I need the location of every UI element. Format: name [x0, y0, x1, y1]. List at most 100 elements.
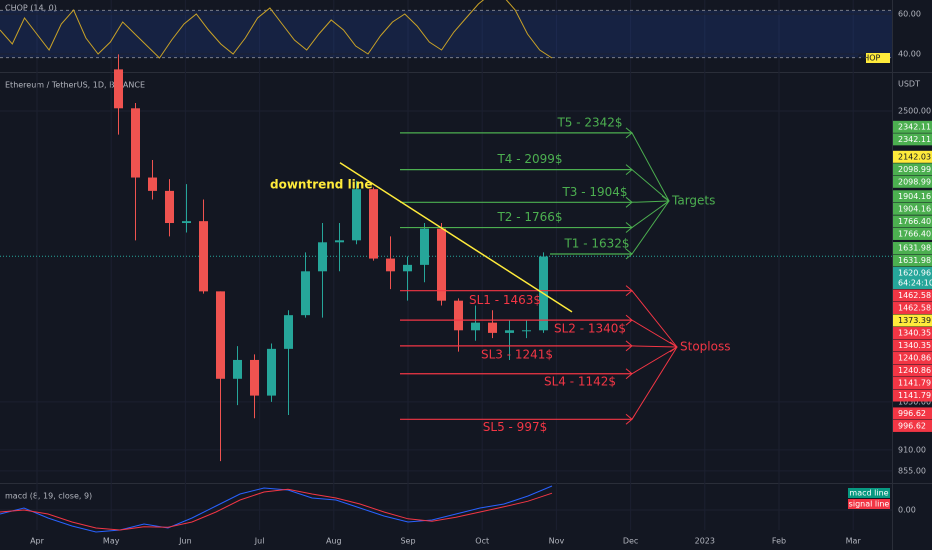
price-tag-bg: [893, 419, 932, 432]
price-tag-bg: [893, 202, 932, 215]
x-tick-label: Nov: [549, 537, 565, 546]
x-tick-label: Oct: [475, 537, 489, 546]
price-tag-bg: [893, 120, 932, 133]
candle-body: [284, 315, 293, 349]
price-tag-bg: [893, 302, 932, 315]
candle-body: [522, 330, 531, 332]
price-tag: 2342.11: [898, 135, 931, 144]
fan-line: [631, 290, 678, 348]
price-tag-bg: [893, 190, 932, 203]
price-tag: 996.62: [898, 409, 926, 418]
legend-tag: macd line: [849, 489, 888, 498]
price-tag: 1141.79: [898, 379, 931, 388]
price-tag: 2098.99: [898, 177, 931, 186]
price-tag: 996.62: [898, 421, 926, 430]
fan-arrowhead: [669, 341, 678, 353]
candle-body: [301, 271, 310, 316]
x-tick-label: 2023: [695, 537, 715, 546]
price-tag: 1340.35: [898, 341, 931, 350]
level-label: SL1 - 1463$: [469, 293, 541, 307]
candle-body: [505, 330, 514, 333]
x-tick-label: Dec: [623, 537, 638, 546]
legend-tag: CHOP: [858, 54, 881, 63]
price-tag: 1340.35: [898, 329, 931, 338]
fan-line: [631, 346, 678, 420]
chop-title: CHOP (14, 0): [5, 4, 57, 13]
level-label: SL2 - 1340$: [554, 322, 626, 336]
price-tag: 2098.99: [898, 165, 931, 174]
price-tag-bg: [893, 407, 932, 420]
price-tag-bg: [893, 150, 932, 163]
price-tag-bg: [893, 377, 932, 390]
legend-tag: signal line: [849, 500, 890, 509]
price-tag: 1904.16: [898, 192, 931, 201]
fan-line: [631, 345, 678, 348]
candle-body: [318, 242, 327, 272]
trend-label: downtrend line: [270, 178, 372, 192]
last-price-tag: 1620.96: [898, 269, 931, 278]
candle-body: [131, 108, 140, 178]
x-tick-label: Apr: [30, 537, 45, 546]
fan-line: [631, 200, 670, 203]
last-price-tag-bg: [893, 267, 932, 290]
level-label: T2 - 1766$: [496, 210, 562, 224]
candle-body: [369, 189, 378, 259]
price-tag: 1373.39: [898, 316, 931, 325]
candle-body: [216, 291, 225, 379]
fan-line: [631, 169, 670, 202]
y-tick-label: 910.00: [898, 445, 926, 454]
price-tag-bg: [893, 215, 932, 228]
level-label: T4 - 2099$: [496, 152, 562, 166]
price-tag-bg: [893, 327, 932, 340]
legend-tag-bg: [848, 488, 890, 498]
y-tick-label: 855.00: [898, 466, 926, 475]
legend-tag-bg: [848, 499, 890, 509]
price-tag: 1766.40: [898, 217, 931, 226]
candle-body: [233, 359, 242, 379]
candle-body: [148, 177, 157, 191]
y-tick-label: 40.00: [898, 50, 921, 59]
price-tag-bg: [893, 389, 932, 402]
trend-line: [339, 162, 573, 313]
legend-tag-bg: [866, 53, 890, 63]
fan-line: [631, 346, 678, 375]
price-tag-bg: [893, 289, 932, 302]
level-label: SL4 - 1142$: [544, 374, 616, 388]
x-tick-label: Aug: [326, 537, 342, 546]
level-label: SL3 - 1241$: [481, 347, 553, 361]
price-tag-bg: [893, 352, 932, 365]
price-tag-bg: [893, 227, 932, 240]
candle-body: [386, 258, 395, 272]
price-title: Ethereum / TetherUS, 1D, BINANCE: [5, 81, 145, 90]
candle-body: [114, 69, 123, 109]
series-line: [0, 0, 553, 59]
fan-line: [631, 132, 670, 202]
candle-body: [250, 359, 259, 396]
group-label: Targets: [671, 194, 715, 208]
candle-body: [352, 189, 361, 241]
price-tag-bg: [893, 163, 932, 176]
price-tag: 1904.16: [898, 204, 931, 213]
price-tag: 1240.86: [898, 366, 931, 375]
candle-body: [182, 221, 191, 224]
candle-body: [488, 322, 497, 333]
price-tag: 1631.98: [898, 244, 931, 253]
price-tag-bg: [893, 254, 932, 267]
candle-body: [165, 190, 174, 224]
candle-body: [199, 221, 208, 292]
x-tick-label: Jul: [254, 537, 265, 546]
group-label: Stoploss: [680, 340, 730, 354]
price-tag-bg: [893, 175, 932, 188]
x-tick-label: Feb: [772, 537, 786, 546]
fan-arrowhead: [661, 195, 670, 207]
candle-body: [437, 228, 446, 301]
candle-body: [403, 264, 412, 272]
price-tag-bg: [893, 242, 932, 255]
fan-line: [631, 200, 670, 255]
candle-body: [471, 322, 480, 331]
y-tick-label: 2500.00: [898, 106, 931, 115]
y-tick-label: 0.00: [898, 506, 916, 515]
